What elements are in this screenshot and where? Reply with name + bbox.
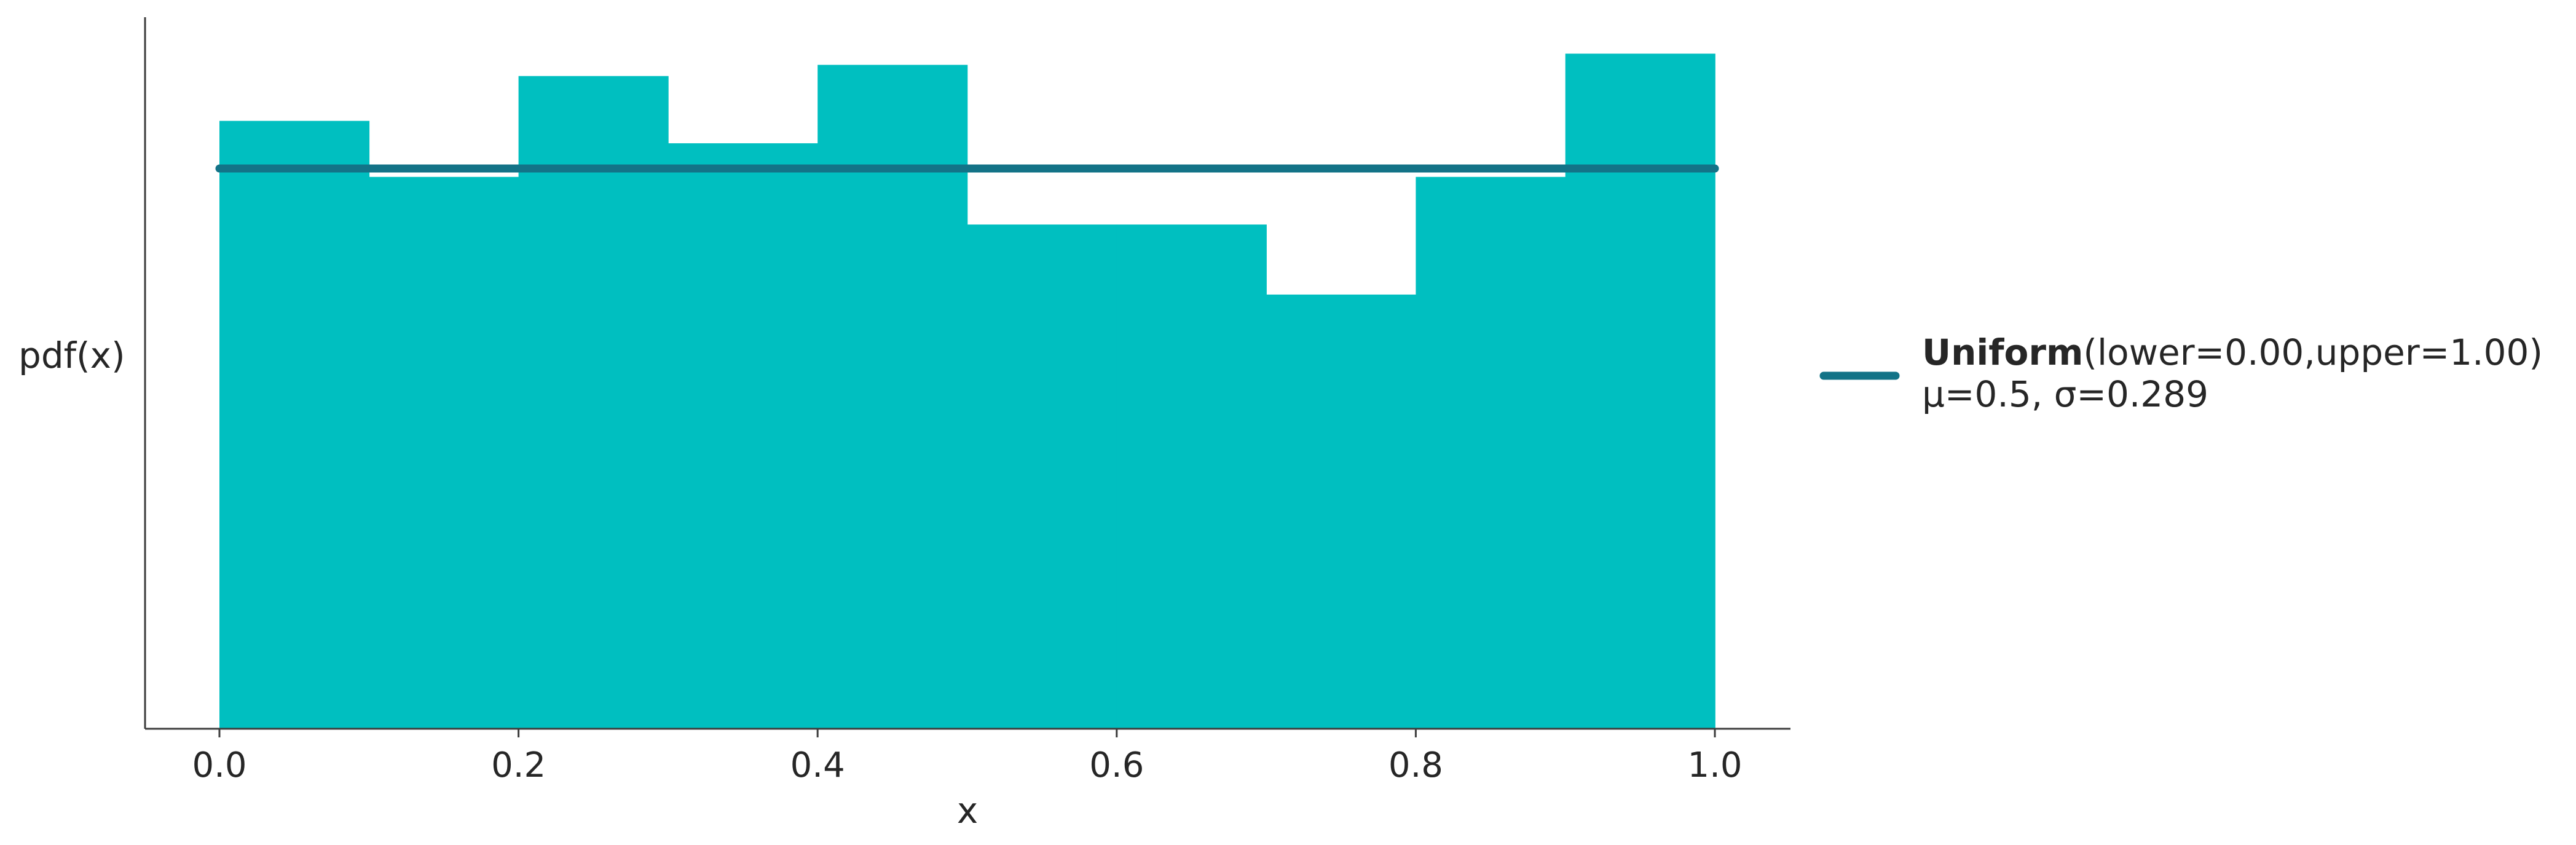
legend-stats: μ=0.5, σ=0.289 (1922, 373, 2208, 415)
x-axis-label: x (957, 790, 978, 831)
histogram-bar (369, 177, 519, 729)
x-tick-label: 1.0 (1687, 745, 1742, 785)
x-ticks: 0.0 0.2 0.4 0.6 0.8 1.0 (192, 729, 1743, 785)
legend-name-bold: Uniform (1922, 331, 2083, 373)
histogram-bars (219, 54, 1715, 729)
x-tick-label: 0.8 (1388, 745, 1443, 785)
x-tick-label: 0.2 (491, 745, 546, 785)
x-tick-label: 0.6 (1089, 745, 1144, 785)
legend: Uniform(lower=0.00,upper=1.00) μ=0.5, σ=… (1819, 331, 2543, 415)
histogram-bar (967, 224, 1117, 729)
histogram-bar (1416, 177, 1566, 729)
histogram-bar (219, 121, 370, 729)
x-tick-label: 0.4 (790, 745, 845, 785)
y-axis-label: pdf(x) (18, 335, 125, 376)
histogram-bar (668, 143, 818, 729)
legend-name-params: (lower=0.00,upper=1.00) (2083, 331, 2543, 373)
legend-title: Uniform(lower=0.00,upper=1.00) (1922, 331, 2543, 373)
histogram-bar (1116, 224, 1267, 729)
x-tick-label: 0.0 (192, 745, 246, 785)
histogram-bar (1565, 54, 1715, 729)
histogram-bar (518, 76, 669, 729)
axes (144, 17, 1790, 730)
histogram-bar (817, 65, 968, 729)
histogram-bar (1266, 294, 1417, 729)
